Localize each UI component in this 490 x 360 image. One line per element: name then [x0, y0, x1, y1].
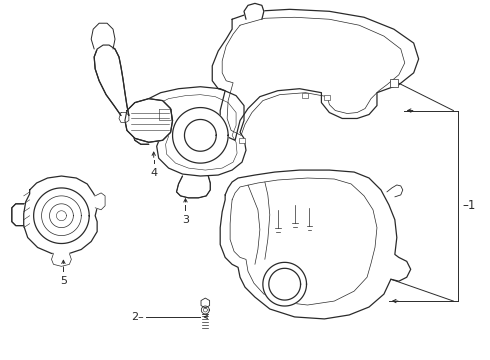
- Polygon shape: [263, 262, 307, 306]
- Polygon shape: [212, 9, 418, 140]
- Polygon shape: [94, 45, 129, 116]
- Text: 3: 3: [182, 215, 189, 225]
- Polygon shape: [176, 176, 210, 198]
- Polygon shape: [244, 3, 264, 19]
- Polygon shape: [159, 109, 171, 121]
- Polygon shape: [24, 176, 97, 255]
- Text: 4: 4: [150, 168, 157, 178]
- Text: 2–: 2–: [131, 312, 144, 322]
- Text: –1: –1: [462, 199, 476, 212]
- Bar: [390, 79, 398, 87]
- Polygon shape: [149, 87, 246, 176]
- Text: 5: 5: [60, 276, 67, 286]
- Polygon shape: [201, 298, 210, 308]
- Polygon shape: [172, 108, 228, 163]
- Polygon shape: [51, 253, 72, 266]
- Polygon shape: [95, 193, 105, 210]
- Polygon shape: [119, 113, 129, 122]
- Bar: [324, 95, 330, 100]
- Bar: [239, 138, 245, 143]
- Bar: [301, 93, 308, 98]
- Polygon shape: [201, 306, 209, 314]
- Polygon shape: [125, 99, 172, 142]
- Polygon shape: [220, 170, 411, 319]
- Polygon shape: [12, 204, 24, 226]
- Polygon shape: [133, 118, 149, 144]
- Polygon shape: [91, 23, 115, 49]
